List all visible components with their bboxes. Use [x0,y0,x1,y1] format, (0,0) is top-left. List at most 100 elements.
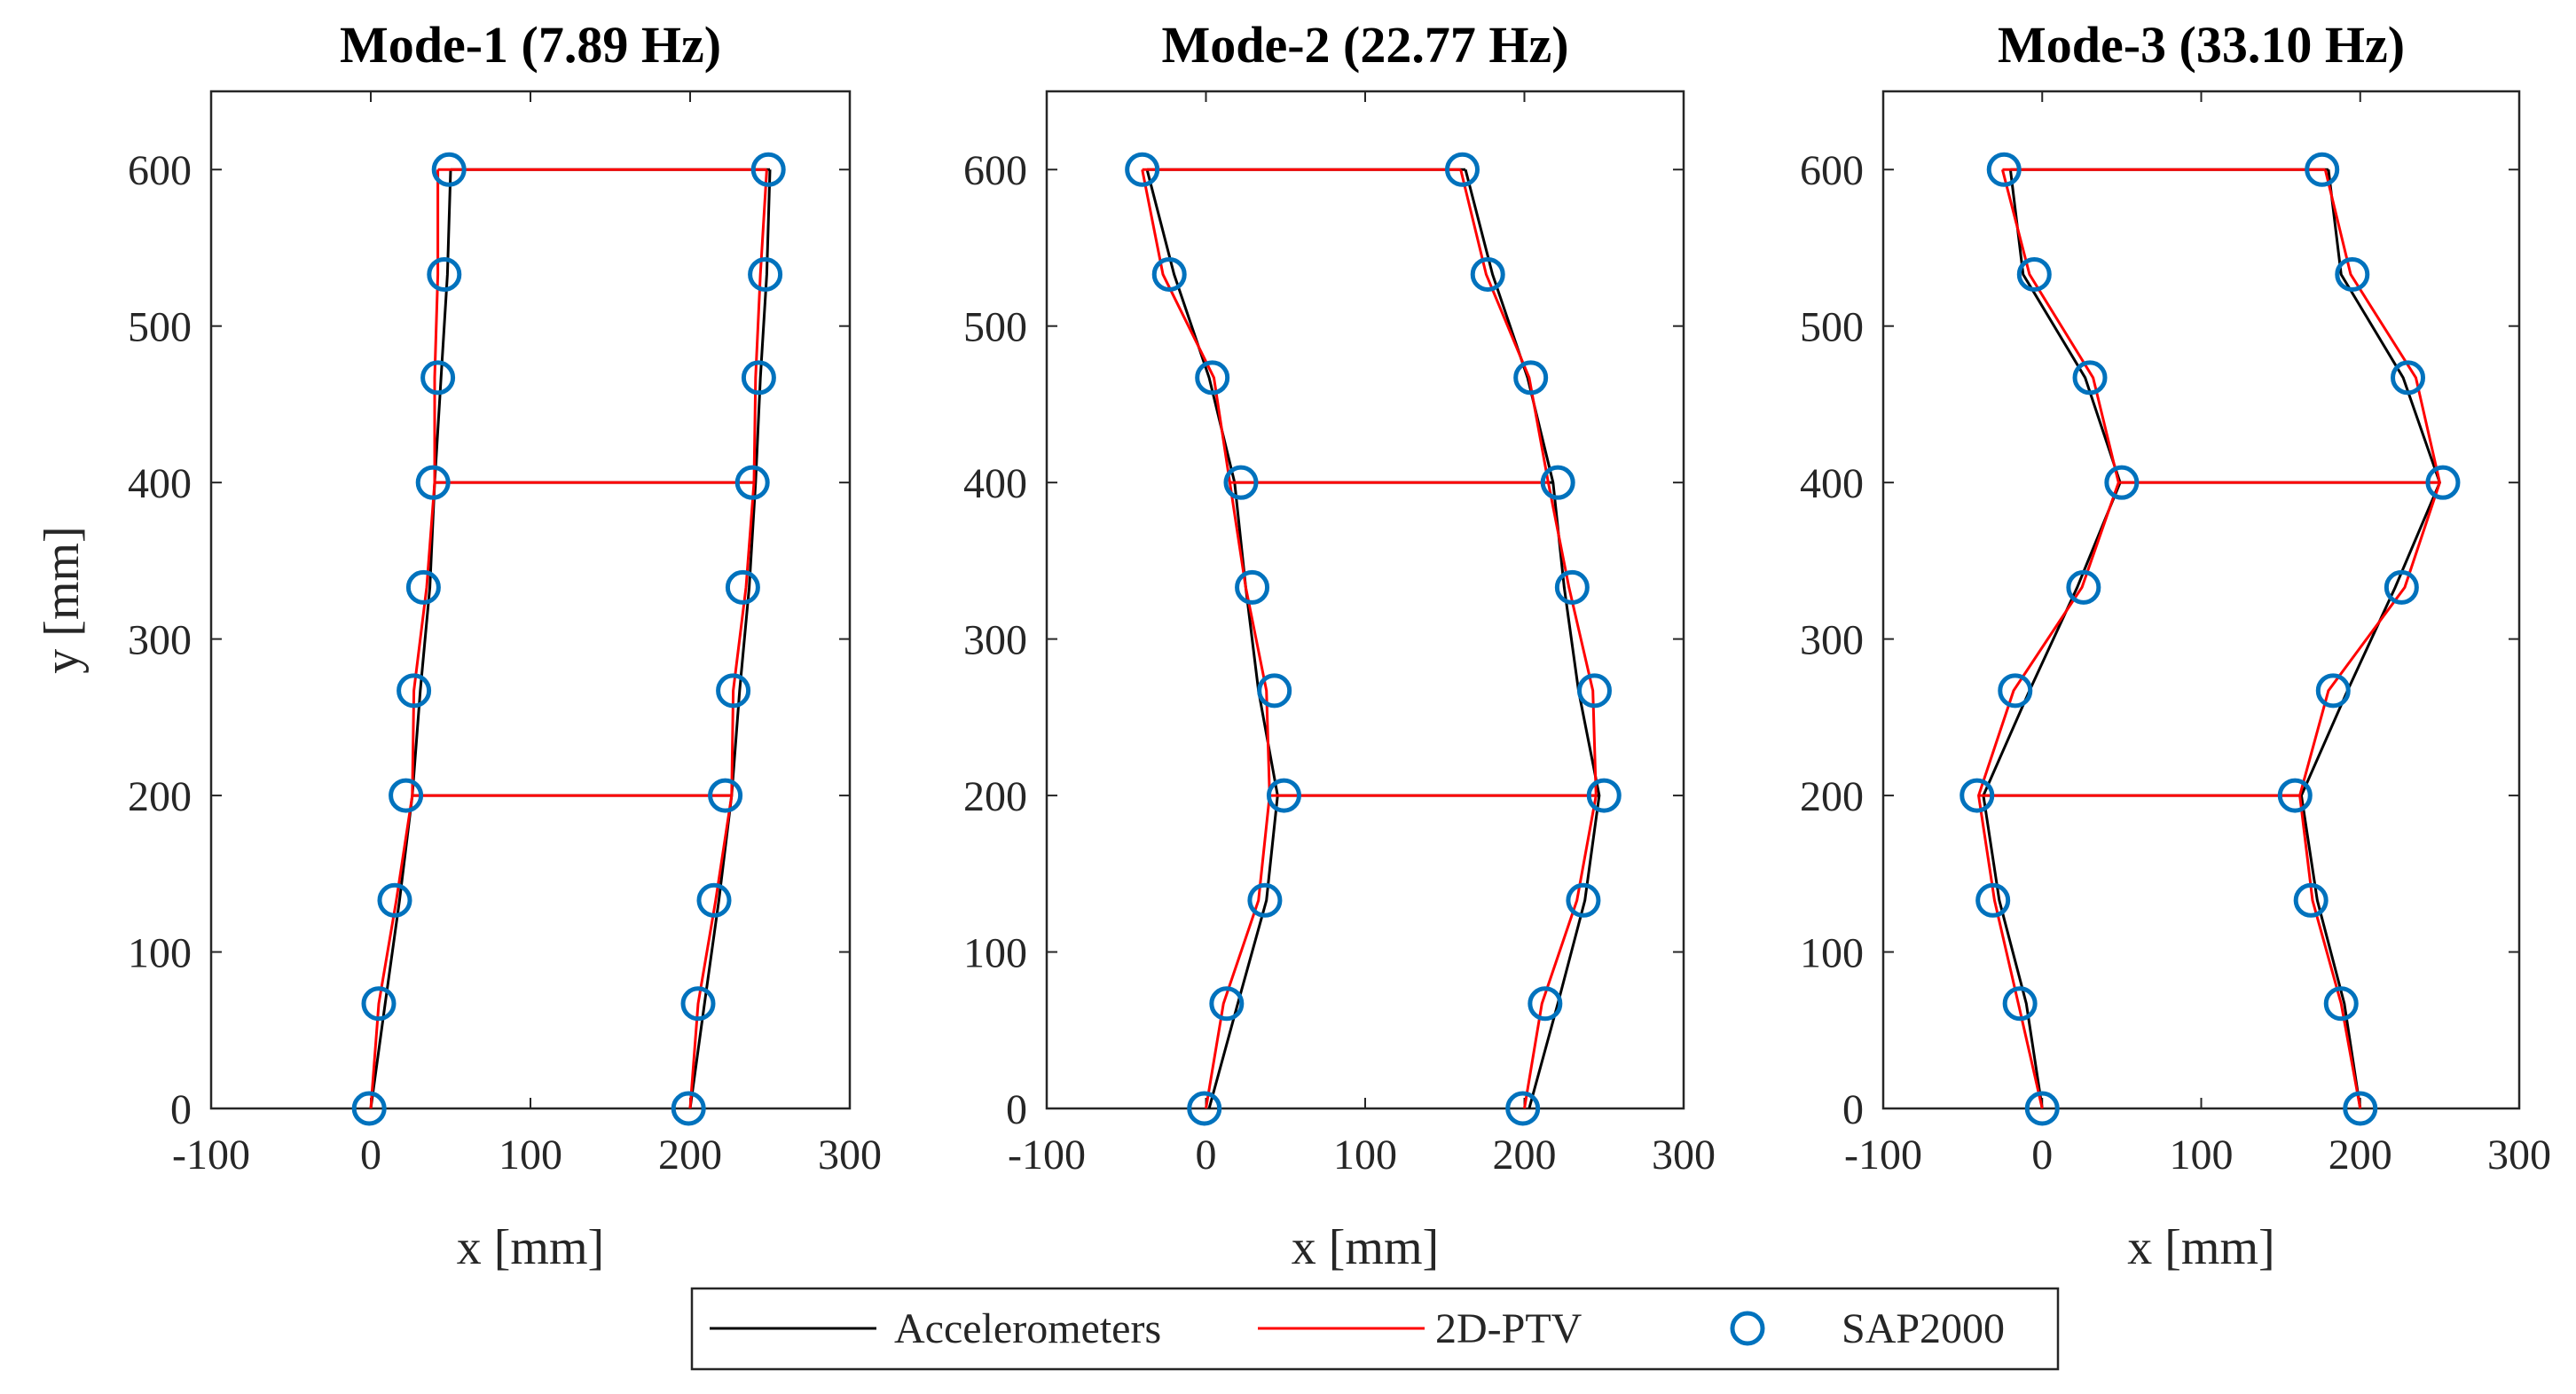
legend-marker-sap2000 [1730,1311,1765,1346]
sap2000-point [2016,256,2052,292]
sap2000-point [1257,673,1292,709]
x-tick-label: 300 [818,1132,882,1179]
accelerometers-right-column [1464,168,1601,1109]
x-tick-label: -100 [1008,1132,1086,1179]
y-axis-label: y [mm] [35,526,90,673]
x-tick-label: 0 [2031,1132,2053,1179]
2d-ptv-right-column [2298,168,2441,1109]
y-tick-label: 0 [1842,1086,1864,1133]
x-tick-label: -100 [1844,1132,1922,1179]
sap2000-point [389,778,424,813]
sap2000-point [680,986,716,1022]
sap2000-point [351,1091,387,1126]
y-tick-label: 400 [1800,460,1864,507]
sap2000-point [2315,673,2351,709]
y-tick-label: 300 [963,617,1027,664]
y-tick-label: 500 [128,304,192,351]
sap2000-point [1209,986,1245,1022]
x-tick-label: 300 [2487,1132,2551,1179]
sap2000-point [1195,360,1230,395]
sap2000-point [1986,152,2022,187]
2d-ptv-right-column [1459,168,1598,1109]
x-tick-label: 100 [499,1132,562,1179]
accelerometers-left-column [1145,168,1279,1109]
y-tick-label: 100 [128,930,192,977]
sap2000-point [1576,673,1612,709]
y-tick-label: 100 [963,930,1027,977]
sap2000-point [1566,882,1601,918]
x-tick-label: 300 [1652,1132,1716,1179]
x-tick-label: 200 [2329,1132,2392,1179]
sap2000-point [2343,1091,2378,1126]
2d-ptv-left-column [1141,168,1271,1109]
y-tick-label: 200 [963,773,1027,820]
x-axis-label: x [mm] [457,1220,604,1275]
sap2000-point [2104,465,2140,500]
sap2000-point [2277,778,2313,813]
sap2000-point [1125,152,1160,187]
y-tick-label: 100 [1800,930,1864,977]
sap2000-point [750,152,786,187]
sap2000-point [2335,256,2370,292]
x-tick-label: 0 [1196,1132,1217,1179]
plot-area [1045,90,1685,1110]
sap2000-point [708,778,743,813]
y-tick-label: 200 [128,773,192,820]
sap2000-point [377,882,412,918]
x-tick-label: 200 [1493,1132,1557,1179]
chart-panel-1: -100 0 100 200 3000100200300400500600Mode-1 … [35,16,882,1275]
sap2000-point [2323,986,2359,1022]
sap2000-point [1223,465,1259,500]
sap2000-point [734,465,770,500]
sap2000-point [2024,1091,2060,1126]
sap2000-point [431,152,467,187]
y-tick-label: 600 [963,147,1027,194]
sap2000-point [1151,256,1187,292]
sap2000-point [361,986,397,1022]
sap2000-point [725,569,760,605]
sap2000-point [427,256,462,292]
chart-title: Mode-2 (22.77 Hz) [1161,16,1568,74]
sap2000-point [1998,673,2033,709]
chart-panel-2: -100 0 100 200 3000100200300400500600Mode-2 … [963,16,1716,1275]
legend-label-2d-ptv: 2D-PTV [1435,1305,1583,1352]
y-tick-label: 300 [128,617,192,664]
y-tick-label: 500 [963,304,1027,351]
y-tick-label: 400 [128,460,192,507]
accelerometers-right-column [688,169,772,1109]
sap2000-point [1586,778,1622,813]
accelerometers-right-column [2299,169,2441,1109]
sap2000-point [1444,152,1480,187]
sap2000-point [2072,360,2108,395]
chart-panel-3: -100 0 100 200 3000100200300400500600Mode-3 … [1800,16,2551,1275]
sap2000-point [2066,569,2101,605]
sap2000-point [1540,465,1575,500]
sap2000-point [2425,465,2461,500]
y-tick-label: 300 [1800,617,1864,664]
2d-ptv-left-column [1977,168,2120,1109]
sap2000-point [1470,256,1505,292]
sap2000-point [1528,986,1563,1022]
sap2000-point [741,360,776,395]
sap2000-point [716,673,751,709]
sap2000-point [420,360,456,395]
x-tick-label: 200 [658,1132,722,1179]
2d-ptv-left-column [369,169,440,1109]
sap2000-point [2391,360,2426,395]
y-tick-label: 0 [1006,1086,1027,1133]
sap2000-point [2384,569,2419,605]
sap2000-point [1247,882,1283,918]
sap2000-point [1975,882,2011,918]
y-tick-label: 400 [963,460,1027,507]
plot-area [1881,90,2521,1110]
chart-title: Mode-3 (33.10 Hz) [1998,16,2405,74]
sap2000-point [1959,778,1995,813]
sap2000-point [2305,152,2340,187]
sap2000-point [397,673,432,709]
sap2000-point [1266,778,1301,813]
y-tick-label: 600 [1800,147,1864,194]
sap2000-point [671,1091,706,1126]
sap2000-point [415,465,451,500]
sap2000-point [1187,1091,1222,1126]
